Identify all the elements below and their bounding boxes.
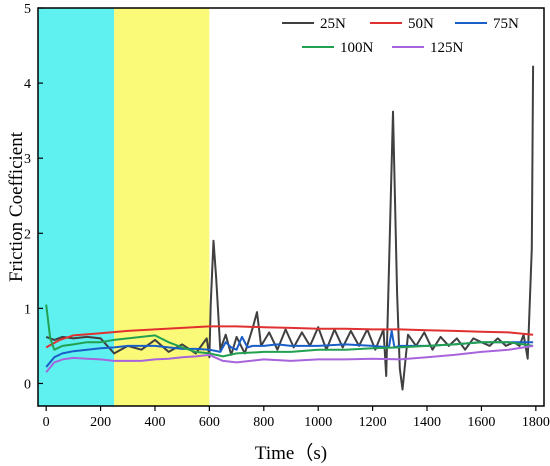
x-tick-label: 1000 [304, 415, 332, 430]
x-tick-label: 1200 [359, 415, 387, 430]
x-tick-label: 1600 [467, 415, 495, 430]
x-axis-ticks: 0 200 400 600 800 1000 1200 1400 1600 1800 [43, 406, 550, 430]
x-tick-label: 1800 [522, 415, 550, 430]
y-tick-label: 4 [24, 77, 31, 92]
x-tick-label: 0 [43, 415, 50, 430]
x-tick-label: 200 [90, 415, 111, 430]
y-axis-ticks: 0 1 2 3 4 5 [24, 2, 43, 392]
x-tick-label: 600 [199, 415, 220, 430]
x-tick-label: 1400 [413, 415, 441, 430]
legend-label-100N: 100N [340, 40, 374, 56]
x-axis-title: Time（s) [255, 442, 327, 464]
series-line-100N [45, 304, 534, 358]
legend-label-75N: 75N [493, 16, 519, 32]
plot-frame [37, 7, 545, 407]
y-tick-label: 0 [24, 377, 31, 392]
series-line-125N [45, 344, 534, 373]
y-tick-label: 1 [24, 302, 31, 317]
y-axis-title: Friction Coefficient [6, 131, 27, 282]
y-tick-label: 5 [24, 2, 31, 17]
series-line-50N [45, 325, 534, 349]
series-lines [45, 65, 535, 391]
legend: 25N 50N 75N 100N 125N [282, 16, 519, 56]
y-tick-label: 2 [24, 227, 31, 242]
x-tick-label: 400 [144, 415, 165, 430]
y-tick-label: 3 [24, 152, 31, 167]
legend-label-25N: 25N [320, 16, 346, 32]
legend-label-50N: 50N [408, 16, 434, 32]
legend-label-125N: 125N [430, 40, 464, 56]
x-tick-label: 800 [253, 415, 274, 430]
